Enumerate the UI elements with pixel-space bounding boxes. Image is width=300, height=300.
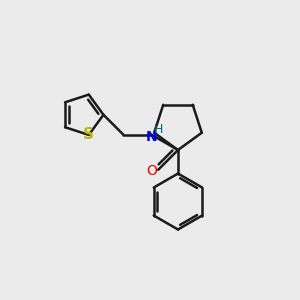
Text: S: S bbox=[83, 128, 94, 142]
Text: N: N bbox=[146, 130, 157, 144]
Text: H: H bbox=[154, 123, 163, 136]
Text: O: O bbox=[146, 164, 157, 178]
